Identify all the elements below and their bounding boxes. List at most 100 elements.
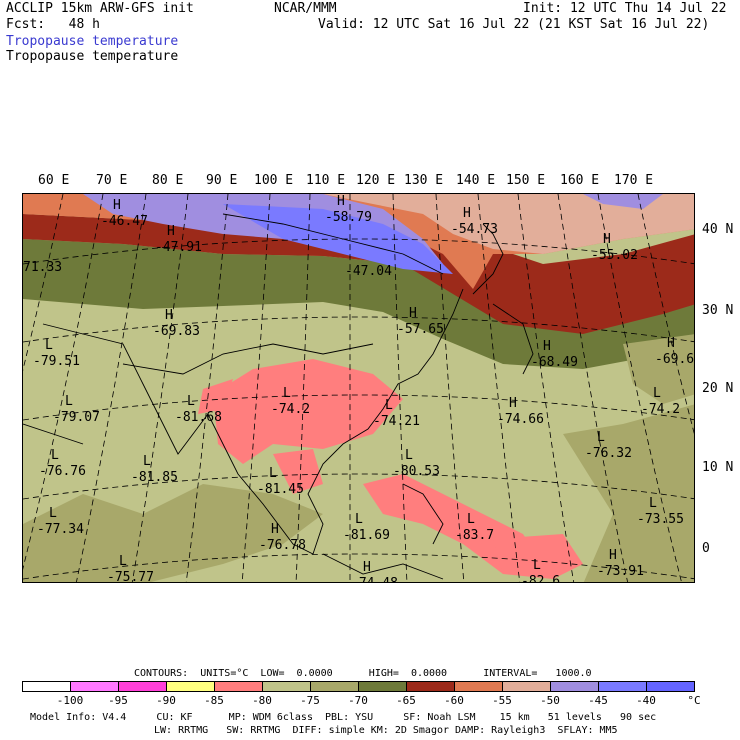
extrema-value: 71.33 <box>23 260 62 275</box>
extrema-marker: L <box>65 394 73 409</box>
colorbar-label: -90 <box>156 694 176 707</box>
colorbar-label: °C <box>687 694 701 707</box>
extrema-marker: H <box>167 224 175 239</box>
extrema-marker: H <box>463 206 471 221</box>
colorbar-swatch <box>166 681 215 692</box>
extrema-marker: L <box>405 448 413 463</box>
colorbar-swatch <box>22 681 71 692</box>
colorbar-swatch <box>214 681 263 692</box>
colorbar-swatch <box>406 681 455 692</box>
extrema-marker: L <box>283 386 291 401</box>
colorbar-label: -100 <box>56 694 84 707</box>
lon-label: 90 E <box>206 173 238 188</box>
lat-label: 30 N <box>702 303 734 318</box>
valid-time: Valid: 12 UTC Sat 16 Jul 22 (21 KST Sat … <box>318 17 710 32</box>
extrema-marker: H <box>337 194 345 209</box>
colorbar-swatch <box>646 681 695 692</box>
contours-info: CONTOURS: UNITS=°C LOW= 0.0000 HIGH= 0.0… <box>134 668 592 679</box>
extrema-value: -76.78 <box>259 538 306 553</box>
extrema-value: -74.2 <box>271 402 310 417</box>
lon-label: 160 E <box>560 173 600 188</box>
colorbar-swatch <box>358 681 407 692</box>
extrema-marker: L <box>49 506 57 521</box>
forecast-hour: Fcst: 48 h <box>6 17 100 32</box>
lon-label: 170 E <box>614 173 654 188</box>
extrema-marker: L <box>187 394 195 409</box>
lon-label: 130 E <box>404 173 444 188</box>
colorbar-label: -85 <box>204 694 224 707</box>
extrema-value: -46.47 <box>101 214 148 229</box>
extrema-value: -81.85 <box>131 470 178 485</box>
lat-label: 40 N <box>702 222 734 237</box>
extrema-value: -76.76 <box>39 464 86 479</box>
model-info-line2: LW: RRTMG SW: RRTMG DIFF: simple KM: 2D … <box>154 725 618 736</box>
extrema-marker: H <box>603 232 611 247</box>
extrema-value: -74.66 <box>497 412 544 427</box>
extrema-value: -76.32 <box>585 446 632 461</box>
colorbar-swatch <box>262 681 311 692</box>
extrema-marker: L <box>385 398 393 413</box>
field-title: Tropopause temperature <box>6 49 179 64</box>
extrema-marker: H <box>165 308 173 323</box>
colorbar-swatch <box>118 681 167 692</box>
extrema-labels: H-46.47H-58.79 H-54.73H-47.91-47.04H-55.0… <box>23 194 694 583</box>
extrema-value: -77.34 <box>37 522 84 537</box>
extrema-marker: H <box>113 198 121 213</box>
extrema-value: -69.83 <box>153 324 200 339</box>
extrema-marker: L <box>45 338 53 353</box>
extrema-value: -73.55 <box>637 512 684 527</box>
extrema-marker: L <box>355 512 363 527</box>
colorbar-label: -75 <box>300 694 320 707</box>
colorbar-swatch <box>454 681 503 692</box>
extrema-value: -55.02 <box>591 248 638 263</box>
extrema-marker: H <box>667 336 675 351</box>
extrema-marker: L <box>143 454 151 469</box>
extrema-marker: H <box>543 339 551 354</box>
colorbar-swatch <box>310 681 359 692</box>
map-panel: H -46.47 H -58.79 H -54.73 H -47.91 -47.04 H -55.0… <box>22 193 695 583</box>
extrema-value: -47.04 <box>345 264 392 279</box>
colorbar-label: -70 <box>348 694 368 707</box>
lat-lon-grid <box>23 194 694 582</box>
colorbar-label: -50 <box>540 694 560 707</box>
extrema-value: -75.77 <box>107 570 154 583</box>
lon-label: 140 E <box>456 173 496 188</box>
extrema-value: -74.21 <box>373 414 420 429</box>
model-title: ACCLIP 15km ARW-GFS init <box>6 1 194 16</box>
init-time: Init: 12 UTC Thu 14 Jul 22 <box>523 1 727 16</box>
extrema-marker: H <box>609 548 617 563</box>
extrema-value: -81.69 <box>343 528 390 543</box>
colorbar-swatch <box>502 681 551 692</box>
center-label: NCAR/MMM <box>274 1 337 16</box>
extrema-value: -80.53 <box>393 464 440 479</box>
colorbar-swatch <box>550 681 599 692</box>
extrema-marker: L <box>119 554 127 569</box>
extrema-marker: H <box>509 396 517 411</box>
lon-label: 60 E <box>38 173 70 188</box>
extrema-value: -54.73 <box>451 222 498 237</box>
lon-label: 150 E <box>506 173 546 188</box>
colorbar-label: -60 <box>444 694 464 707</box>
lat-label: 0 <box>702 541 710 556</box>
extrema-marker: L <box>467 512 475 527</box>
extrema-marker: H <box>271 522 279 537</box>
extrema-value: -74.2 <box>641 402 680 417</box>
extrema-value: -79.51 <box>33 354 80 369</box>
extrema-marker: L <box>597 430 605 445</box>
extrema-value: -79.07 <box>53 410 100 425</box>
field-title-blue: Tropopause temperature <box>6 34 179 49</box>
lon-label: 80 E <box>152 173 184 188</box>
colorbar-label: -80 <box>252 694 272 707</box>
lon-label: 110 E <box>306 173 346 188</box>
colorbar-swatch <box>70 681 119 692</box>
colorbar-label: -55 <box>492 694 512 707</box>
lon-label: 70 E <box>96 173 128 188</box>
extrema-marker: L <box>51 448 59 463</box>
extrema-value: -68.49 <box>531 355 578 370</box>
colorbar-label: -65 <box>396 694 416 707</box>
extrema-marker: L <box>649 496 657 511</box>
model-info-line1: Model Info: V4.4 CU: KF MP: WDM 6class P… <box>30 712 657 723</box>
extrema-marker: H <box>409 306 417 321</box>
colorbar-label: -45 <box>588 694 608 707</box>
extrema-marker: L <box>653 386 661 401</box>
